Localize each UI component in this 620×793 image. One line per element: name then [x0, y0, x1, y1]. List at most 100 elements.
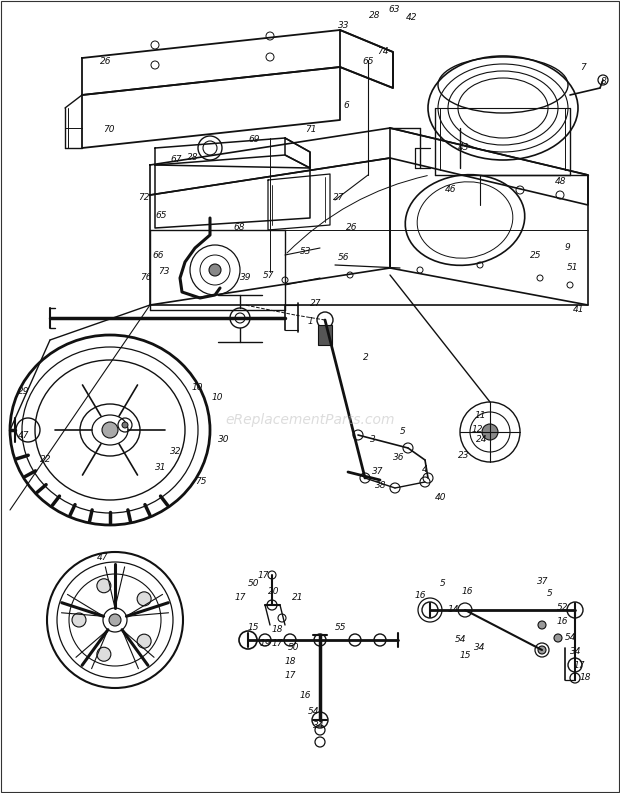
Text: 6: 6: [343, 101, 348, 109]
Circle shape: [538, 646, 546, 654]
Circle shape: [209, 264, 221, 276]
Text: 16: 16: [557, 618, 569, 626]
Text: 2: 2: [363, 354, 369, 362]
Text: 18: 18: [580, 673, 591, 683]
Text: 34: 34: [570, 648, 582, 657]
Text: 73: 73: [158, 267, 169, 277]
Text: 52: 52: [557, 603, 569, 612]
Text: 10: 10: [192, 384, 203, 393]
Text: eReplacementParts.com: eReplacementParts.com: [225, 413, 395, 427]
Text: 29: 29: [18, 388, 30, 396]
Text: 21: 21: [292, 593, 304, 603]
Circle shape: [102, 422, 118, 438]
Text: 74: 74: [377, 48, 389, 56]
Text: 54: 54: [455, 635, 466, 645]
Text: 57: 57: [263, 271, 275, 281]
Text: 4: 4: [422, 465, 428, 474]
Text: 24: 24: [476, 435, 487, 445]
Text: 11: 11: [475, 411, 487, 419]
Text: 26: 26: [100, 58, 112, 67]
Circle shape: [72, 613, 86, 627]
Text: 27: 27: [310, 298, 322, 308]
Text: 72: 72: [138, 193, 149, 202]
Circle shape: [97, 579, 111, 592]
Text: 5: 5: [400, 427, 405, 436]
Text: 38: 38: [375, 481, 386, 489]
Text: 18: 18: [285, 657, 296, 666]
Text: 66: 66: [152, 251, 164, 259]
Text: 37: 37: [537, 577, 549, 587]
Text: 36: 36: [393, 454, 404, 462]
Text: 19: 19: [260, 638, 272, 648]
Text: 5: 5: [547, 588, 553, 597]
Text: 53: 53: [300, 247, 311, 256]
Text: 41: 41: [573, 305, 585, 315]
Text: 47: 47: [18, 431, 30, 439]
Text: 7: 7: [580, 63, 586, 72]
Text: 16: 16: [300, 691, 311, 699]
Text: 56: 56: [338, 254, 350, 262]
Text: 67: 67: [170, 155, 182, 164]
Text: 54: 54: [308, 707, 319, 717]
Text: 3: 3: [370, 435, 376, 445]
Text: 34: 34: [313, 722, 324, 730]
Circle shape: [137, 592, 151, 606]
Text: 25: 25: [530, 251, 541, 259]
Text: 46: 46: [445, 186, 456, 194]
Text: 63: 63: [388, 6, 399, 14]
Text: 18: 18: [272, 626, 283, 634]
Text: 1: 1: [308, 317, 314, 327]
Text: 17: 17: [574, 661, 585, 669]
Text: 48: 48: [555, 178, 567, 186]
Text: 71: 71: [305, 125, 316, 135]
Text: 39: 39: [240, 274, 252, 282]
Text: 70: 70: [103, 125, 115, 135]
Text: 55: 55: [335, 623, 347, 633]
Text: 43: 43: [458, 144, 469, 152]
Text: 34: 34: [474, 643, 485, 653]
Text: 32: 32: [170, 447, 182, 457]
Circle shape: [538, 621, 546, 629]
Text: 16: 16: [415, 591, 427, 600]
Text: 17: 17: [258, 570, 270, 580]
Circle shape: [122, 422, 128, 428]
Text: 75: 75: [195, 477, 206, 486]
Text: 17: 17: [272, 638, 283, 648]
Circle shape: [109, 614, 121, 626]
Text: 65: 65: [155, 210, 167, 220]
Text: 50: 50: [248, 580, 260, 588]
Text: 8: 8: [601, 78, 607, 86]
Text: 37: 37: [372, 468, 384, 477]
Text: 26: 26: [346, 224, 358, 232]
Text: 50: 50: [288, 643, 299, 653]
Text: 5: 5: [440, 579, 446, 588]
Text: 17: 17: [235, 593, 247, 603]
Text: 28: 28: [369, 10, 381, 20]
Text: 20: 20: [268, 588, 280, 596]
Circle shape: [554, 634, 562, 642]
Text: 22: 22: [40, 455, 51, 465]
Text: 16: 16: [462, 588, 474, 596]
Text: 54: 54: [565, 634, 577, 642]
Text: 12: 12: [472, 426, 484, 435]
Text: 14: 14: [448, 606, 459, 615]
Text: 65: 65: [362, 58, 373, 67]
Text: 27: 27: [333, 193, 345, 202]
Circle shape: [137, 634, 151, 648]
Circle shape: [97, 647, 111, 661]
FancyBboxPatch shape: [318, 325, 332, 345]
Text: 31: 31: [155, 463, 167, 473]
Text: 9: 9: [565, 243, 571, 252]
Circle shape: [482, 424, 498, 440]
Text: 30: 30: [218, 435, 229, 445]
Text: 23: 23: [458, 450, 469, 459]
Text: 40: 40: [435, 493, 446, 503]
Text: 68: 68: [233, 224, 244, 232]
Text: 47: 47: [97, 554, 108, 562]
Text: 76: 76: [140, 274, 151, 282]
Text: 17: 17: [285, 671, 296, 680]
Text: 10: 10: [212, 393, 223, 403]
Text: 33: 33: [338, 21, 350, 29]
Text: 51: 51: [567, 263, 578, 273]
Text: 42: 42: [406, 13, 417, 22]
